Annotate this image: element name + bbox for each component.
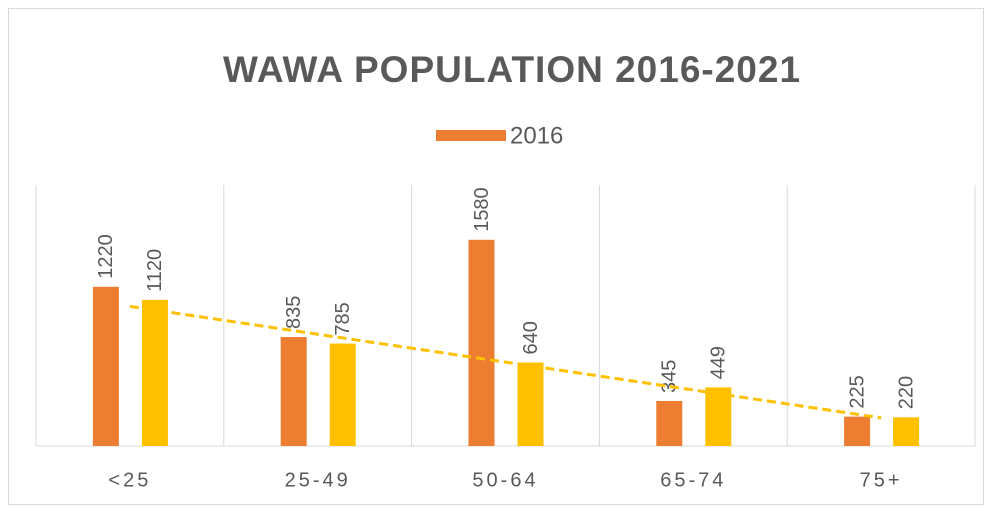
data-label: 225: [846, 375, 868, 408]
chart-title: WAWA POPULATION 2016-2021: [223, 49, 801, 90]
legend-label: 2016: [510, 122, 563, 149]
data-label: 835: [283, 296, 305, 329]
bar: [280, 337, 307, 446]
data-label: 785: [332, 302, 354, 335]
bar: [893, 417, 920, 446]
bar: [844, 416, 871, 446]
bar: [329, 343, 356, 446]
data-label: 220: [895, 376, 917, 409]
bar: [517, 362, 544, 446]
x-tick-label: 75+: [860, 469, 903, 491]
legend-swatch: [436, 130, 506, 141]
data-label: 1120: [144, 249, 166, 292]
x-tick-label: 65-74: [660, 469, 726, 491]
x-tick-label: 50-64: [472, 469, 538, 491]
trendline: [129, 304, 882, 420]
data-label: 1580: [471, 187, 493, 232]
data-label: 449: [708, 346, 730, 379]
bar: [468, 239, 495, 446]
chart-frame: [8, 8, 984, 505]
bar: [92, 286, 119, 446]
bar: [656, 400, 683, 446]
data-label: 1220: [95, 234, 117, 279]
x-tick-label: <25: [108, 469, 151, 491]
x-tick-label: 25-49: [285, 469, 351, 491]
bar: [141, 299, 168, 446]
bar: [705, 387, 732, 446]
data-label: 640: [520, 321, 542, 354]
